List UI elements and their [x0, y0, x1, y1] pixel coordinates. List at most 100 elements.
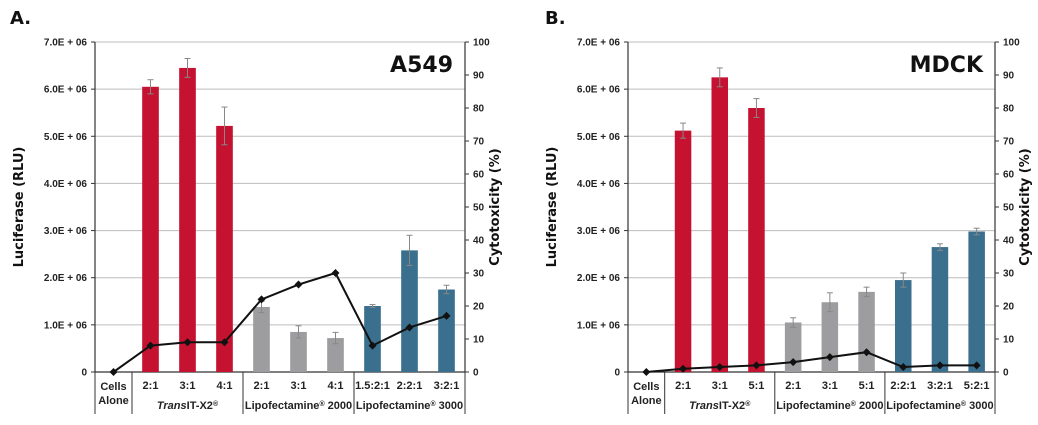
y2-tick-label: 80	[473, 104, 485, 115]
cytotoxicity-point	[442, 311, 451, 320]
group-label: Lipofectamine® 3000	[886, 400, 993, 413]
y2-tick-label: 80	[1003, 104, 1015, 115]
x-tick-label: 2:1	[785, 380, 801, 392]
x-tick-label: 3:1	[822, 380, 838, 392]
y2-tick-label: 90	[1003, 71, 1015, 82]
cytotoxicity-point	[368, 341, 377, 350]
cytotoxicity-point	[183, 338, 192, 347]
x-tick-label: 1.5:2:1	[355, 380, 390, 392]
cytotoxicity-point	[146, 341, 155, 350]
x-tick-label: 3:2:1	[927, 380, 953, 392]
bar	[894, 280, 912, 372]
y2-axis-title: Cytotoxicity (%)	[488, 148, 503, 265]
bar	[179, 67, 196, 372]
x-tick-label: 2:2:1	[397, 380, 423, 392]
x-tick-label: 3:1	[712, 380, 728, 392]
cytotoxicity-point	[331, 269, 340, 277]
bar	[674, 130, 692, 372]
cytotoxicity-point	[109, 368, 118, 376]
y-tick-label: 0	[81, 368, 87, 379]
x-tick-label: 5:2:1	[964, 380, 990, 392]
y-tick-label: 5.0E + 06	[577, 132, 621, 143]
cytotoxicity-point	[789, 358, 798, 367]
y2-tick-label: 40	[1003, 236, 1015, 247]
x-tick-label: 5:1	[748, 380, 764, 392]
bar	[748, 108, 765, 372]
y2-tick-label: 70	[1003, 137, 1015, 148]
panel-label: A.	[10, 8, 31, 29]
y-tick-label: 7.0E + 06	[44, 38, 88, 49]
x-tick-label: 4:1	[217, 380, 233, 392]
y2-tick-label: 20	[473, 302, 485, 313]
y2-tick-label: 0	[473, 368, 479, 379]
cell-line-title: A549	[390, 53, 453, 78]
y2-tick-label: 10	[473, 335, 485, 346]
cytotoxicity-point	[752, 361, 761, 370]
y-tick-label: 7.0E + 06	[577, 38, 621, 49]
y-tick-label: 3.0E + 06	[577, 226, 621, 237]
y2-tick-label: 100	[1003, 38, 1020, 49]
y2-tick-label: 60	[1003, 170, 1015, 181]
x-tick-label: 3:1	[180, 380, 196, 392]
y2-tick-label: 10	[1003, 335, 1015, 346]
bar	[253, 306, 270, 372]
x-tick-label: Cells	[100, 381, 126, 393]
chart-panel-a: A. 0 1.0E + 06 2.0E + 06 3.0E + 06 4.0E + 06 5…	[10, 8, 503, 414]
group-label: Lipofectamine® 2000	[776, 400, 883, 413]
y2-tick-label: 30	[473, 269, 485, 280]
bar	[858, 291, 875, 372]
y-tick-label: 4.0E + 06	[577, 179, 621, 190]
bar	[364, 306, 381, 372]
cytotoxicity-point	[935, 361, 944, 370]
cytotoxicity-point	[972, 361, 981, 370]
x-tick-label: 2:2:1	[890, 380, 916, 392]
y2-tick-label: 50	[473, 203, 485, 214]
group-label: Lipofectamine® 2000	[245, 400, 352, 413]
y2-tick-label: 30	[1003, 269, 1015, 280]
bar	[931, 247, 949, 372]
bar	[216, 125, 233, 373]
cytotoxicity-point	[715, 363, 724, 372]
cytotoxicity-point	[899, 363, 908, 372]
y2-axis-title: Cytotoxicity (%)	[1018, 148, 1033, 265]
y-axis-title: Luciferase (RLU)	[12, 147, 27, 268]
y2-tick-label: 50	[1003, 203, 1015, 214]
bar	[784, 322, 802, 372]
bar	[142, 86, 159, 373]
panel-label: B.	[545, 8, 566, 29]
cytotoxicity-point	[294, 280, 303, 289]
cytotoxicity-point	[679, 364, 688, 373]
y2-tick-label: 100	[473, 38, 490, 49]
x-tick-label: 2:1	[143, 380, 159, 392]
cytotoxicity-line	[646, 351, 977, 373]
cytotoxicity-point	[642, 368, 651, 376]
x-tick-label: Cells	[633, 381, 659, 393]
y-tick-label: 5.0E + 06	[44, 132, 88, 143]
y-tick-label: 0	[614, 368, 620, 379]
bar	[711, 77, 729, 372]
y-tick-label: 4.0E + 06	[44, 179, 88, 190]
bar	[821, 302, 839, 372]
bar	[438, 289, 455, 372]
y-tick-label: 2.0E + 06	[577, 273, 621, 284]
x-tick-label: Alone	[98, 395, 129, 407]
bar	[968, 231, 985, 372]
cytotoxicity-point	[825, 353, 834, 362]
y2-tick-label: 40	[473, 236, 485, 247]
y-tick-label: 2.0E + 06	[44, 273, 88, 284]
cytotoxicity-point	[405, 323, 414, 332]
x-tick-label: 3:1	[291, 380, 307, 392]
x-tick-label: 2:1	[675, 380, 691, 392]
y-axis-title: Luciferase (RLU)	[545, 147, 560, 268]
y2-tick-label: 70	[473, 137, 485, 148]
y2-tick-label: 60	[473, 170, 485, 181]
x-tick-label: 4:1	[328, 380, 344, 392]
chart-panel-b: B. 0 1.0E + 06 2.0E + 06 3.0E + 06 4.0E + 06 5…	[545, 8, 1033, 414]
y-tick-label: 6.0E + 06	[577, 85, 621, 96]
cytotoxicity-point	[257, 295, 266, 304]
cytotoxicity-line	[112, 271, 447, 373]
bar	[290, 331, 307, 372]
y-tick-label: 3.0E + 06	[44, 226, 88, 237]
group-label: TransIT-X2®	[157, 400, 219, 413]
